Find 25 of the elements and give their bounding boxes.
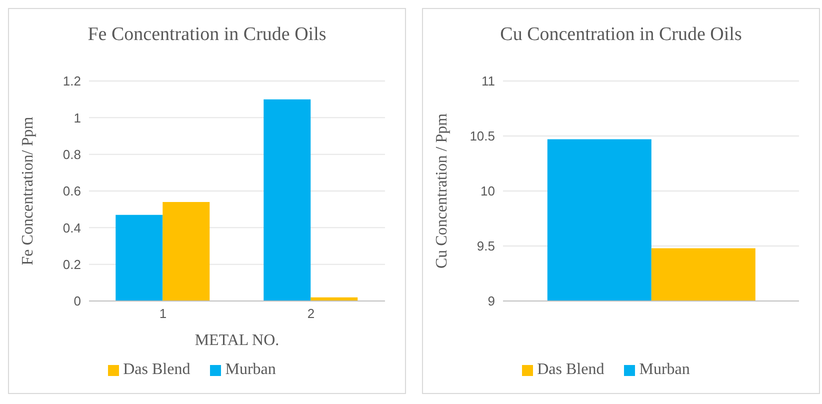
bar (162, 202, 210, 301)
y-axis-title: Fe Concentration/ Ppm (20, 116, 37, 266)
y-tick-label: 9 (488, 294, 495, 309)
y-tick-label: 0.2 (62, 256, 81, 272)
y-tick-label: 10.5 (470, 128, 495, 144)
y-tick-label: 10 (480, 184, 495, 199)
legend-label: Das Blend (537, 361, 604, 378)
x-tick-label: 2 (307, 306, 315, 322)
chart-title: Fe Concentration in Crude Oils (86, 23, 328, 47)
y-tick-label: 0.6 (62, 184, 81, 199)
legend-label: Murban (639, 361, 690, 378)
y-tick-label: 0.8 (62, 146, 81, 162)
chart-title: Cu Concentration in Crude Oils (499, 23, 743, 47)
y-tick-label: 0.4 (62, 220, 81, 236)
legend-label: Murban (225, 361, 276, 378)
y-tick-label: 11 (482, 74, 495, 89)
y-tick-label: 9.5 (476, 238, 495, 254)
y-tick-label: 0 (74, 294, 81, 309)
y-axis-title: Cu Concentration / Ppm (434, 112, 451, 269)
y-tick-label: 1.2 (62, 74, 81, 89)
y-tick-label: 1 (74, 110, 81, 126)
bar (264, 99, 311, 301)
bar (116, 214, 163, 301)
x-axis-title: METAL NO. (194, 332, 280, 349)
legend-label: Das Blend (123, 361, 190, 378)
